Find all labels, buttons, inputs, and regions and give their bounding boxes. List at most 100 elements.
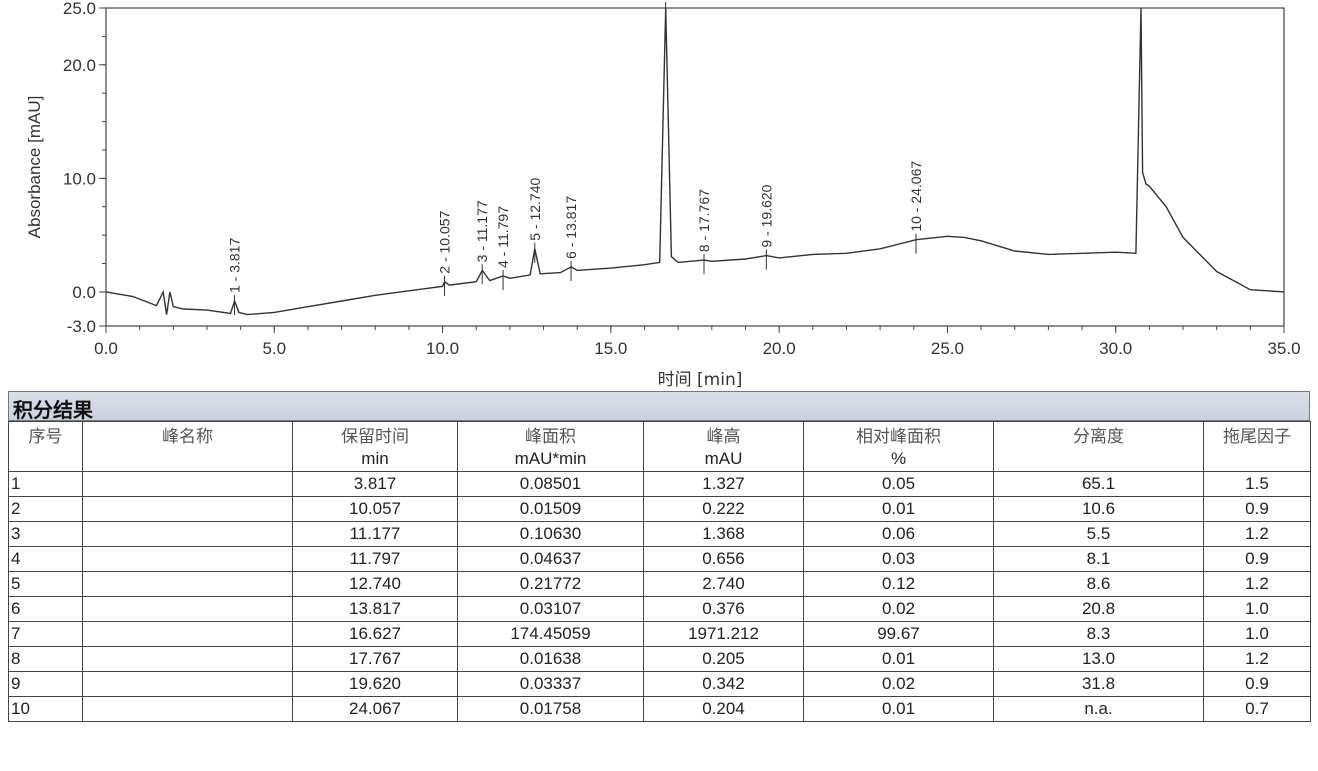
table-cell: 24.067	[292, 696, 458, 722]
table-cell: 4	[8, 546, 83, 572]
chromatogram-trace	[105, 7, 1285, 316]
table-cell: 1.2	[1203, 571, 1311, 597]
x-tick-label: 35.0	[1267, 339, 1300, 358]
table-cell: 11.177	[292, 521, 458, 547]
table-cell	[82, 671, 293, 697]
peak-label: 3 - 11.177	[474, 200, 490, 262]
table-cell: 1.327	[643, 471, 804, 497]
table-cell: 0.9	[1203, 671, 1311, 697]
table-cell: 3	[8, 521, 83, 547]
table-cell: 0.01758	[457, 696, 644, 722]
results-title-bar: 积分结果	[8, 391, 1310, 422]
table-cell: 0.04637	[457, 546, 644, 572]
table-cell: 2.740	[643, 571, 804, 597]
unit-cell	[8, 447, 83, 472]
table-cell: 10.6	[993, 496, 1204, 522]
table-cell: 1.0	[1203, 596, 1311, 622]
table-cell: 1971.212	[643, 621, 804, 647]
table-cell: 2	[8, 496, 83, 522]
unit-cell	[993, 447, 1204, 472]
table-cell: 0.01	[803, 496, 994, 522]
table-cell: 8.1	[993, 546, 1204, 572]
results-body: 1 3.817 0.08501 1.327 0.05 65.1 1.5 2 10.057 0.01…	[8, 471, 1311, 722]
x-tick-label: 20.0	[763, 339, 796, 358]
table-row: 8 17.767 0.01638 0.205 0.01 13.0 1.2	[8, 646, 1311, 672]
table-cell: 0.02	[803, 671, 994, 697]
peak-label: 10 - 24.067	[908, 161, 924, 232]
table-cell: 0.01	[803, 646, 994, 672]
results-table: 序号 峰名称 保留时间 峰面积 峰高 相对峰面积 分离度 拖尾因子 min mA…	[8, 421, 1311, 722]
table-row: 5 12.740 0.21772 2.740 0.12 8.6 1.2	[8, 571, 1311, 597]
table-cell: 10.057	[292, 496, 458, 522]
table-cell: 13.0	[993, 646, 1204, 672]
table-cell: 8	[8, 646, 83, 672]
table-cell: 0.204	[643, 696, 804, 722]
table-cell: 0.02	[803, 596, 994, 622]
table-cell: 10	[8, 696, 83, 722]
table-cell: 9	[8, 671, 83, 697]
table-cell: 31.8	[993, 671, 1204, 697]
unit-cell: mAU	[643, 447, 804, 472]
unit-cell: %	[803, 447, 994, 472]
table-cell: 7	[8, 621, 83, 647]
unit-cell: mAU*min	[457, 447, 644, 472]
table-cell: 16.627	[292, 621, 458, 647]
x-tick-label: 0.0	[94, 339, 118, 358]
chromatogram-chart: 0.0 5.0 10.0 15.0 20.0 25.0 30.0 35.0 -3.0 0.0 10.…	[25, 0, 1301, 390]
table-cell: 0.10630	[457, 521, 644, 547]
table-row: 9 19.620 0.03337 0.342 0.02 31.8 0.9	[8, 671, 1311, 697]
table-row: 10 24.067 0.01758 0.204 0.01 n.a. 0.7	[8, 696, 1311, 722]
table-cell: n.a.	[993, 696, 1204, 722]
peak-label: 5 - 12.740	[527, 178, 543, 241]
table-row: 4 11.797 0.04637 0.656 0.03 8.1 0.9	[8, 546, 1311, 572]
col-header-height: 峰高	[643, 421, 804, 447]
table-cell: 12.740	[292, 571, 458, 597]
table-cell: 1.5	[1203, 471, 1311, 497]
table-cell: 0.08501	[457, 471, 644, 497]
y-tick-label: 25.0	[63, 0, 96, 18]
table-cell: 0.222	[643, 496, 804, 522]
table-cell: 0.205	[643, 646, 804, 672]
table-cell: 0.656	[643, 546, 804, 572]
table-cell: 5.5	[993, 521, 1204, 547]
col-header-peak-name: 峰名称	[82, 421, 293, 447]
table-row: 6 13.817 0.03107 0.376 0.02 20.8 1.0	[8, 596, 1311, 622]
table-cell: 0.03107	[457, 596, 644, 622]
results-title: 积分结果	[13, 398, 93, 422]
x-tick-label: 10.0	[426, 339, 459, 358]
table-cell: 65.1	[993, 471, 1204, 497]
y-tick-label: 10.0	[63, 169, 96, 188]
table-cell: 0.9	[1203, 546, 1311, 572]
col-header-area: 峰面积	[457, 421, 644, 447]
table-cell	[82, 646, 293, 672]
table-cell	[82, 596, 293, 622]
col-header-rel-area: 相对峰面积	[803, 421, 994, 447]
table-cell: 5	[8, 571, 83, 597]
peak-label: 8 - 17.767	[696, 189, 712, 252]
table-cell: 19.620	[292, 671, 458, 697]
header-row: 序号 峰名称 保留时间 峰面积 峰高 相对峰面积 分离度 拖尾因子	[8, 421, 1311, 447]
table-cell: 0.06	[803, 521, 994, 547]
table-cell: 0.01509	[457, 496, 644, 522]
table-cell: 0.12	[803, 571, 994, 597]
table-cell: 0.03337	[457, 671, 644, 697]
table-cell: 11.797	[292, 546, 458, 572]
table-cell: 8.6	[993, 571, 1204, 597]
table-cell	[82, 696, 293, 722]
table-cell	[82, 571, 293, 597]
unit-cell	[82, 447, 293, 472]
table-cell: 0.376	[643, 596, 804, 622]
table-cell: 1.0	[1203, 621, 1311, 647]
unit-cell: min	[292, 447, 458, 472]
peak-label: 6 - 13.817	[563, 196, 579, 259]
peak-label: 1 - 3.817	[226, 238, 242, 293]
peak-label: 4 - 11.797	[495, 206, 511, 268]
y-tick-label: -3.0	[67, 317, 96, 336]
peak-label: 2 - 10.057	[436, 210, 452, 273]
table-cell: 3.817	[292, 471, 458, 497]
x-tick-label: 25.0	[931, 339, 964, 358]
table-cell: 20.8	[993, 596, 1204, 622]
peak-label: 9 - 19.620	[758, 184, 774, 247]
table-cell: 17.767	[292, 646, 458, 672]
table-cell	[82, 621, 293, 647]
